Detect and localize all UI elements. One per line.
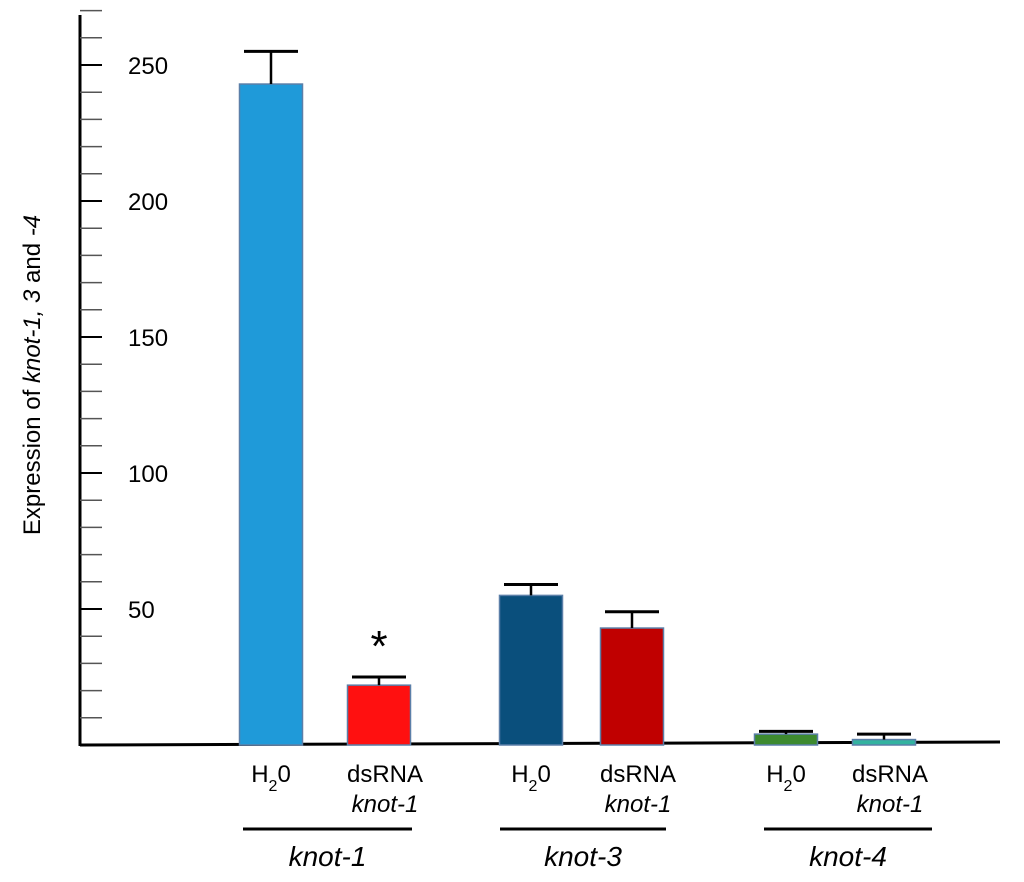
category-label-gene: knot-1 — [352, 791, 419, 818]
y-axis-label: Expression of knot-1, 3 and -4 — [19, 215, 46, 535]
category-label-h2o: H20 — [251, 761, 291, 795]
axes: 50 100 150 200 250 — [78, 9, 1001, 747]
group-label: knot-3 — [544, 841, 622, 872]
bar — [498, 594, 564, 746]
labels: H20 dsRNA knot-1 knot-1 H20 dsRNA knot-1 knot-3… — [243, 761, 932, 872]
y-tick-label: 250 — [128, 53, 168, 80]
bar — [851, 738, 917, 746]
y-tick-label: 150 — [128, 325, 168, 352]
bars: * — [238, 49, 917, 746]
y-tick-label: 50 — [128, 597, 155, 624]
bar — [599, 627, 665, 746]
group-label: knot-1 — [289, 841, 367, 872]
category-label-gene: knot-1 — [857, 791, 924, 818]
y-tick-label: 200 — [128, 189, 168, 216]
category-label-h2o: H20 — [511, 761, 551, 795]
category-label-dsrna: dsRNA — [852, 761, 928, 788]
category-label-dsrna: dsRNA — [600, 761, 676, 788]
category-label-gene: knot-1 — [605, 791, 672, 818]
significance-marker: * — [370, 622, 387, 671]
group-label: knot-4 — [809, 841, 887, 872]
bar — [238, 83, 304, 746]
category-label-dsrna: dsRNA — [347, 761, 423, 788]
y-tick-label: 100 — [128, 461, 168, 488]
category-label-h2o: H20 — [766, 761, 806, 795]
bar — [753, 733, 819, 746]
bar — [346, 684, 412, 746]
